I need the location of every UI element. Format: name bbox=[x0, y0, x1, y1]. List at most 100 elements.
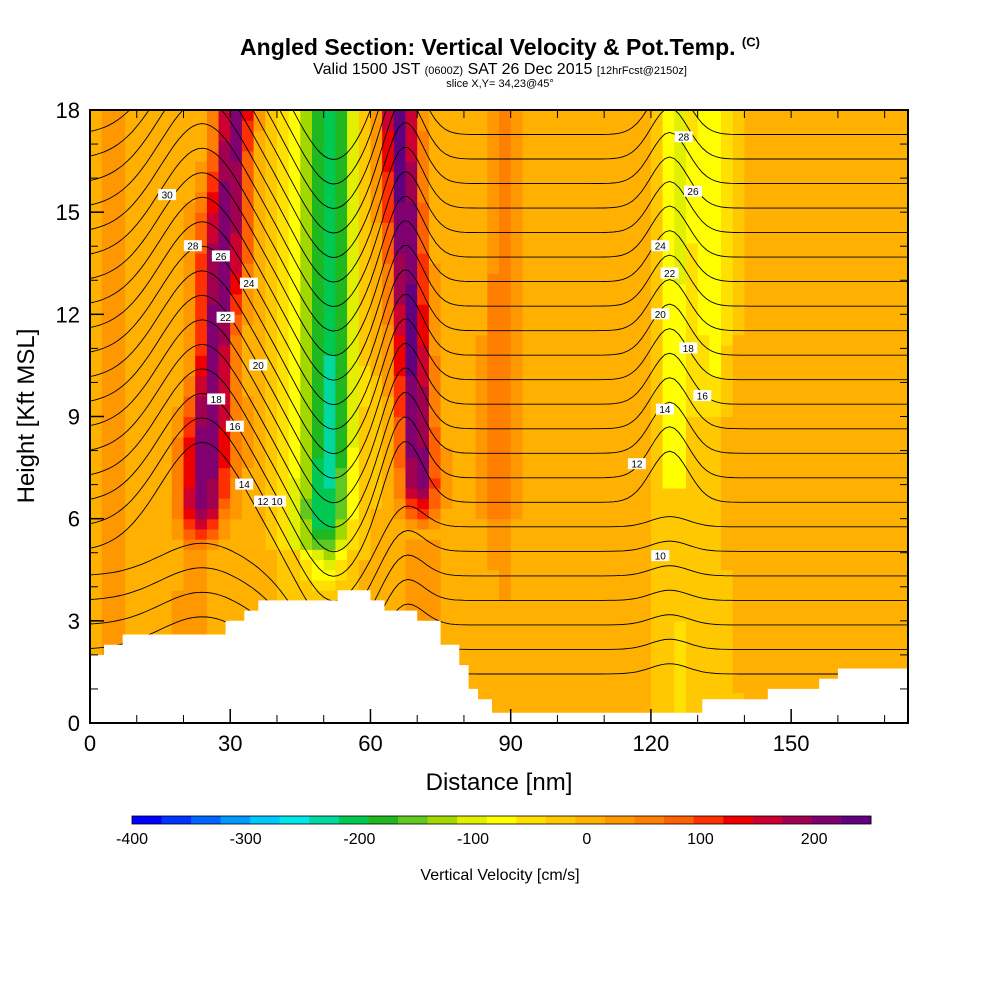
field-cell bbox=[709, 528, 722, 540]
field-cell bbox=[662, 161, 675, 172]
field-cell bbox=[171, 293, 185, 305]
field-cell bbox=[592, 631, 605, 642]
field-cell bbox=[475, 396, 488, 407]
field-cell bbox=[580, 324, 594, 336]
field-cell bbox=[393, 150, 407, 162]
field-cell bbox=[335, 222, 348, 234]
field-cell bbox=[101, 436, 114, 448]
field-cell bbox=[615, 641, 629, 653]
field-cell bbox=[195, 283, 208, 295]
field-cell bbox=[639, 263, 652, 274]
field-cell bbox=[639, 549, 652, 561]
field-cell bbox=[265, 528, 278, 540]
field-cell bbox=[686, 610, 699, 622]
field-cell bbox=[510, 457, 523, 469]
field-cell bbox=[884, 110, 897, 121]
field-cell bbox=[896, 130, 908, 142]
field-cell bbox=[428, 498, 442, 509]
field-cell bbox=[639, 631, 652, 642]
field-cell bbox=[300, 477, 313, 489]
field-cell bbox=[872, 201, 886, 213]
field-cell bbox=[510, 140, 523, 152]
field-cell bbox=[125, 600, 138, 612]
field-cell bbox=[358, 569, 372, 581]
field-cell bbox=[721, 692, 734, 704]
field-cell bbox=[230, 426, 243, 438]
field-cell bbox=[218, 242, 231, 254]
field-cell bbox=[148, 518, 161, 530]
field-cell bbox=[674, 171, 687, 183]
field-cell bbox=[569, 171, 582, 183]
field-cell bbox=[499, 140, 512, 152]
field-cell bbox=[569, 600, 582, 612]
field-cell bbox=[323, 283, 336, 295]
field-cell bbox=[697, 661, 710, 673]
field-cell bbox=[592, 355, 605, 366]
isentrope-line bbox=[90, 567, 908, 676]
field-cell bbox=[452, 580, 465, 591]
field-cell bbox=[697, 110, 710, 121]
field-cell bbox=[662, 212, 675, 223]
field-cell bbox=[872, 150, 886, 162]
field-cell bbox=[896, 590, 908, 601]
field-cell bbox=[440, 355, 453, 366]
field-cell bbox=[405, 406, 418, 418]
field-cell bbox=[463, 600, 477, 612]
field-cell bbox=[674, 161, 687, 172]
field-cell bbox=[872, 365, 886, 377]
field-cell bbox=[861, 447, 874, 458]
field-cell bbox=[113, 130, 126, 142]
field-cell bbox=[884, 426, 897, 438]
field-cell bbox=[405, 508, 418, 520]
field-cell bbox=[405, 426, 418, 438]
field-cell bbox=[627, 385, 640, 397]
field-cell bbox=[837, 293, 851, 305]
field-cell bbox=[113, 467, 126, 479]
field-cell bbox=[791, 651, 804, 663]
field-cell bbox=[148, 293, 161, 305]
field-cell bbox=[837, 242, 851, 254]
field-cell bbox=[615, 590, 629, 601]
field-cell bbox=[125, 120, 138, 131]
field-cell bbox=[709, 171, 722, 183]
field-cell bbox=[779, 253, 792, 264]
contour-label-text: 28 bbox=[678, 133, 690, 144]
field-cell bbox=[183, 426, 196, 438]
field-cell bbox=[253, 447, 266, 458]
field-cell bbox=[627, 171, 640, 183]
contour-label: 24 bbox=[651, 240, 670, 253]
field-cell bbox=[277, 385, 290, 397]
field-cell bbox=[218, 590, 231, 601]
field-cell bbox=[417, 324, 430, 336]
field-cell bbox=[323, 385, 336, 397]
field-cell bbox=[452, 549, 465, 561]
field-cell bbox=[230, 385, 243, 397]
field-cell bbox=[569, 457, 582, 469]
field-cell bbox=[323, 580, 336, 591]
field-cell bbox=[241, 212, 255, 223]
field-cell bbox=[697, 467, 710, 479]
field-cell bbox=[405, 130, 418, 142]
contour-label-text: 24 bbox=[243, 279, 255, 290]
field-cell bbox=[312, 191, 325, 203]
field-cell bbox=[125, 396, 138, 407]
field-cell bbox=[475, 120, 488, 131]
field-cell bbox=[125, 488, 138, 499]
field-cell bbox=[615, 426, 629, 438]
field-cell bbox=[171, 385, 185, 397]
field-cell bbox=[475, 161, 488, 172]
field-cell bbox=[580, 171, 594, 183]
field-cell bbox=[300, 304, 313, 315]
field-cell bbox=[160, 242, 173, 254]
field-cell bbox=[230, 293, 243, 305]
colorbar-swatch bbox=[811, 816, 842, 824]
field-cell bbox=[522, 263, 535, 274]
field-cell bbox=[183, 610, 196, 622]
field-cell bbox=[206, 559, 220, 571]
field-cell bbox=[195, 539, 208, 550]
field-cell bbox=[826, 498, 839, 509]
field-cell bbox=[277, 569, 290, 581]
field-cell bbox=[405, 528, 418, 540]
field-cell bbox=[148, 559, 161, 571]
field-cell bbox=[861, 253, 874, 264]
